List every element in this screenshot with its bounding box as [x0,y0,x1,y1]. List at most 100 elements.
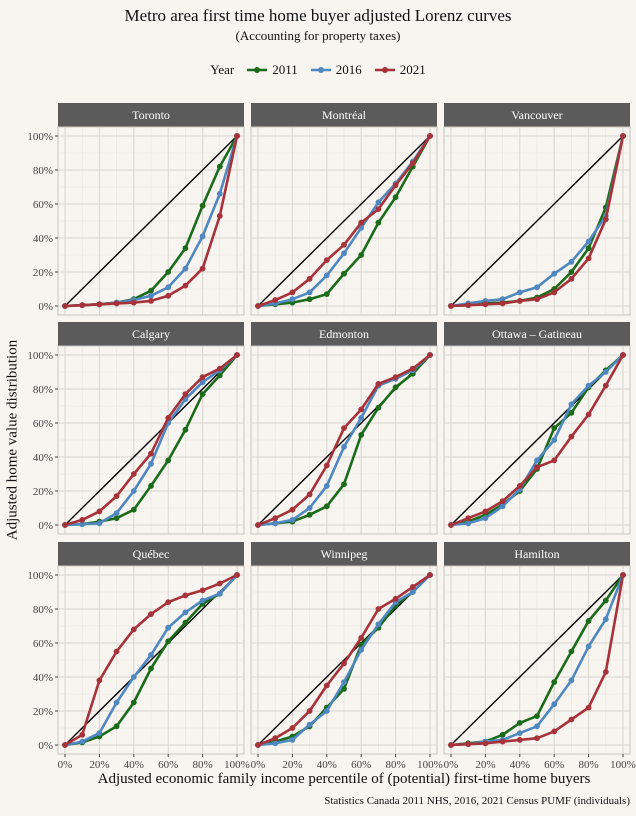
strip-winnipeg [251,542,437,566]
strip-label-vancouver: Vancouver [511,108,562,122]
data-point-montreal-2011 [323,291,330,297]
data-point-quebec-2021 [113,648,120,655]
data-point-vancouver-2021 [568,275,575,282]
data-point-vancouver-2016 [534,284,540,291]
data-point-toronto-2011 [199,202,206,209]
data-point-toronto-2011 [165,269,172,275]
data-point-calgary-2021 [130,471,137,477]
data-point-calgary-2021 [96,508,103,515]
data-point-edmonton-2011 [375,404,382,411]
data-point-hamilton-2021 [534,735,540,742]
y-tick-label: 100% [27,131,53,143]
data-point-quebec-2021 [165,599,172,606]
y-tick-label: 20% [33,706,53,718]
data-point-calgary-2021 [234,352,240,358]
data-point-winnipeg-2021 [323,682,330,689]
data-point-vancouver-2021 [465,302,472,309]
data-point-edmonton-2021 [358,406,365,413]
data-point-calgary-2011 [165,457,172,464]
panel-ottawa-gatineau: Ottawa – Gatineau [443,322,631,535]
data-point-hamilton-2011 [551,679,558,685]
data-point-vancouver-2016 [551,270,558,277]
x-axis-title: Adjusted economic family income percenti… [97,771,591,787]
panel-hamilton: Hamilton 0% 20% 40% 60% 80% 100% [443,542,636,771]
data-point-winnipeg-2021 [358,635,365,641]
data-point-hamilton-2021 [448,742,454,748]
data-point-quebec-2016 [96,730,103,736]
x-tick-label: 100% [224,759,250,771]
legend-item-2016: 2016 [310,62,362,78]
data-point-toronto-2021 [130,299,137,306]
data-point-montreal-2011 [306,296,313,303]
y-tick-label: 100% [27,350,53,362]
x-tick-label: 80% [193,759,213,771]
data-point-hamilton-2021 [516,737,523,743]
equality-line-winnipeg [257,574,431,746]
data-point-toronto-2016 [182,265,189,272]
data-point-vancouver-2021 [482,301,489,308]
data-point-hamilton-2011 [516,720,523,726]
y-tick-label: 20% [33,486,53,498]
data-point-ottawa-gatineau-2021 [551,457,558,464]
data-point-quebec-2021 [199,587,206,594]
data-point-toronto-2011 [216,163,223,170]
data-point-vancouver-2016 [585,238,592,245]
strip-montreal [251,103,437,127]
data-point-ottawa-gatineau-2016 [534,457,540,464]
panel-quebec: Québec 0% 20% 40% 60% 80% 100% 0% 20% 40% 60% 80% 10… [27,542,250,771]
data-point-hamilton-2021 [465,741,472,748]
data-point-hamilton-2016 [585,643,592,650]
data-point-montreal-2011 [341,270,347,277]
legend-key-2021 [374,65,396,75]
x-tick-label: 40% [124,759,144,771]
data-point-quebec-2016 [165,624,172,631]
data-point-calgary-2011 [216,372,223,379]
data-point-edmonton-2016 [358,415,365,421]
y-tick-label: 40% [33,672,53,684]
data-point-montreal-2016 [306,289,313,296]
data-point-calgary-2011 [130,506,137,513]
data-point-winnipeg-2016 [358,646,365,653]
strip-label-hamilton: Hamilton [514,547,559,561]
x-tick-label: 60% [544,759,564,771]
data-point-ottawa-gatineau-2021 [482,508,489,515]
y-tick-label: 40% [33,452,53,464]
data-point-vancouver-2016 [499,296,506,303]
strip-label-ottawa-gatineau: Ottawa – Gatineau [492,327,582,341]
data-point-winnipeg-2021 [409,584,416,590]
y-tick-label: 100% [27,570,53,582]
data-point-vancouver-2016 [568,258,575,265]
data-point-toronto-2021 [148,298,154,304]
data-point-ottawa-gatineau-2021 [534,464,540,471]
data-point-hamilton-2016 [534,723,540,730]
x-tick-label: 80% [386,759,406,771]
data-point-vancouver-2021 [516,298,523,304]
data-point-ottawa-gatineau-2021 [516,483,523,489]
strip-edmonton [251,322,437,346]
x-tick-label: 100% [417,759,443,771]
data-point-quebec-2021 [182,592,189,599]
strip-label-montreal: Montréal [322,108,367,122]
data-point-montreal-2021 [341,241,347,248]
data-point-hamilton-2011 [585,618,592,624]
data-point-hamilton-2021 [499,738,506,745]
data-point-quebec-2021 [148,611,154,617]
data-point-montreal-2021 [272,297,279,303]
y-tick-label: 80% [33,165,53,177]
data-point-edmonton-2021 [306,491,313,498]
panel-calgary: Calgary 0% 20% 40% 60% 80% 100% [27,322,245,535]
data-point-hamilton-2016 [516,730,523,736]
data-point-ottawa-gatineau-2021 [448,522,454,528]
data-point-ottawa-gatineau-2016 [602,369,609,375]
y-tick-label: 0% [38,520,53,532]
data-point-edmonton-2021 [427,352,433,358]
data-point-hamilton-2021 [585,704,592,711]
data-point-winnipeg-2021 [289,725,296,731]
data-point-calgary-2021 [199,374,206,380]
data-point-hamilton-2011 [568,648,575,655]
data-point-montreal-2021 [375,206,382,213]
data-point-quebec-2016 [182,609,189,616]
legend-label-2011: 2011 [272,62,298,77]
data-point-hamilton-2021 [551,728,558,735]
data-point-winnipeg-2021 [272,735,279,742]
